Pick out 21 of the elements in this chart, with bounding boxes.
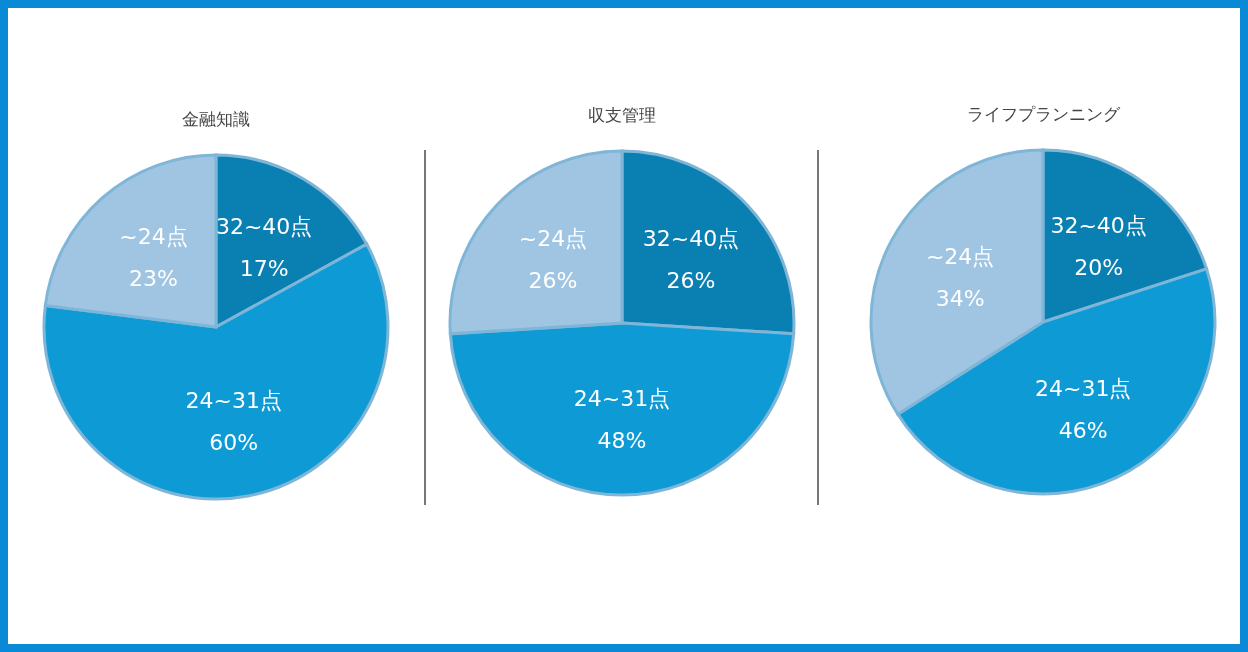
- slice-label: 24~31点: [1035, 375, 1132, 401]
- data-label: 23%: [128, 266, 178, 292]
- slice-label: 32~40点: [215, 213, 313, 239]
- chart-title: ライフプランニング: [966, 104, 1121, 124]
- data-label: 17%: [239, 255, 289, 281]
- slice-label: ~24点: [925, 244, 995, 270]
- slice-label: 32~40点: [642, 226, 740, 252]
- data-label: 48%: [597, 427, 647, 453]
- chart-title: 収支管理: [588, 105, 656, 125]
- data-label: 60%: [209, 429, 259, 455]
- data-label: 26%: [666, 268, 716, 294]
- data-label: 46%: [1058, 417, 1108, 443]
- data-label: 34%: [935, 286, 985, 312]
- slice-label: ~24点: [119, 224, 188, 250]
- slice-label: ~24点: [518, 226, 588, 252]
- chart-title: 金融知識: [182, 109, 250, 129]
- slice-label: 32~40点: [1050, 213, 1147, 239]
- slice-label: 24~31点: [185, 387, 282, 413]
- data-label: 20%: [1074, 255, 1124, 281]
- data-label: 26%: [528, 268, 578, 294]
- slice-label: 24~31点: [573, 385, 671, 411]
